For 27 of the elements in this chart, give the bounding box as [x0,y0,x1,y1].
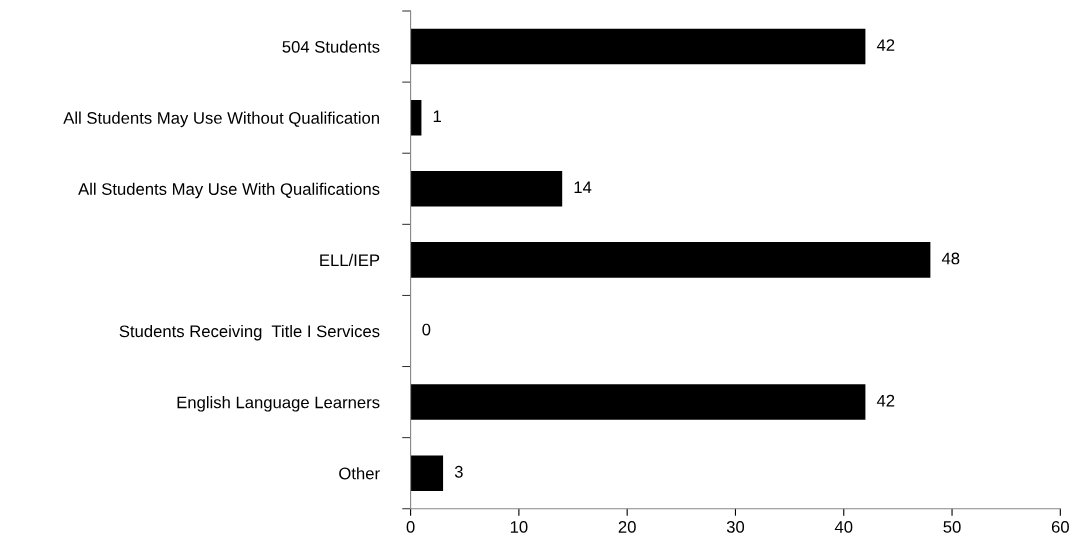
y-tick-label: English Language Learners [177,396,380,412]
y-tick-label: Students Receiving Title I Services [119,324,380,341]
y-tick-label: 504 Students [282,40,380,53]
bar [410,28,866,65]
y-tick-label: All Students May Use With Qualifications [78,182,380,199]
data-label: 42 [876,394,895,407]
x-tick-label: 40 [834,521,853,533]
data-label: 1 [433,110,441,122]
data-label: 14 [574,181,592,194]
x-tick-label: 10 [510,521,528,533]
x-tick-label: 30 [726,521,745,533]
y-tick-label: All Students May Use Without Qualification [63,111,379,128]
bar [410,99,422,136]
bar [410,242,931,278]
y-tick-label: ELL/IEP [320,253,380,267]
y-tick-label: Other [339,467,380,480]
x-tick-label: 60 [1051,521,1069,533]
x-tick-label: 20 [618,521,636,533]
data-label: 42 [876,39,895,51]
data-label: 0 [422,323,431,336]
bar [410,170,563,207]
bar [410,455,444,491]
bar [410,384,866,420]
x-tick-label: 0 [406,521,415,533]
x-tick-label: 50 [943,521,961,533]
data-label: 3 [454,465,463,478]
data-label: 48 [941,252,960,265]
